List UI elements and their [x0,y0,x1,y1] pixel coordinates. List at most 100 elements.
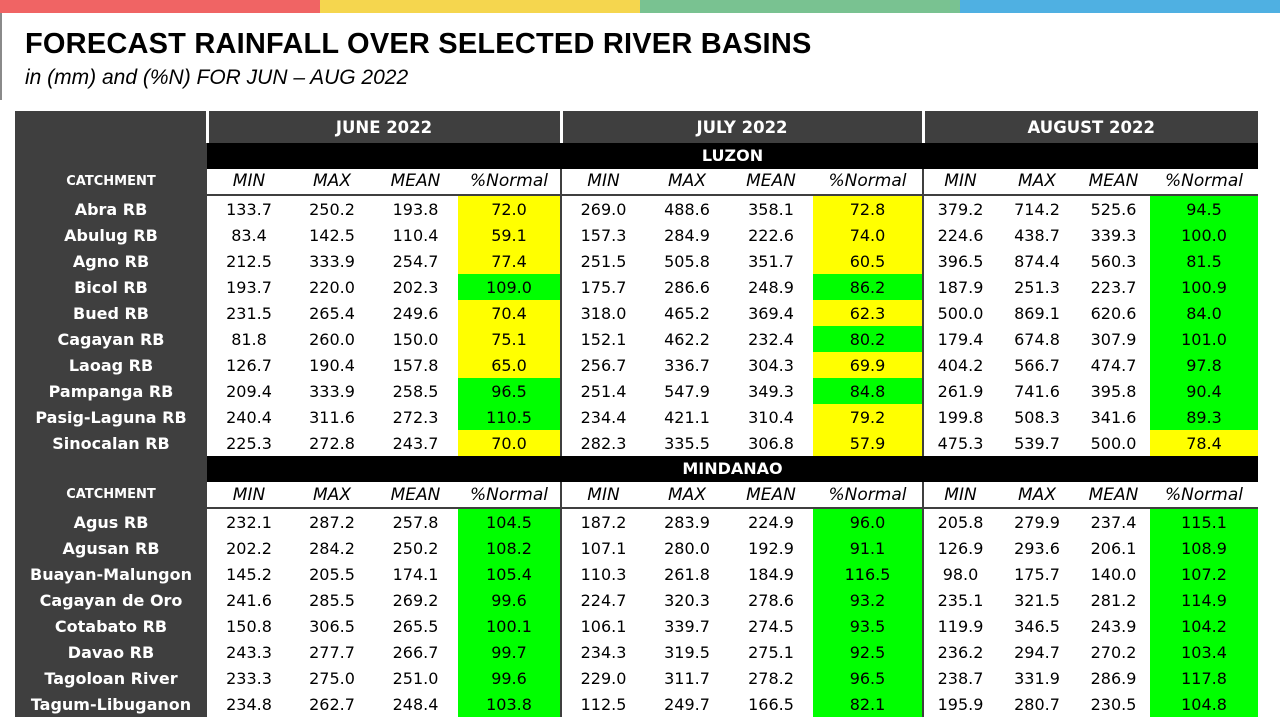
value-cell: 395.8 [1090,381,1137,401]
value-cell: 261.9 [922,378,997,405]
value-cell: 404.2 [922,352,997,379]
catchment-name: Abra RB [15,194,207,223]
value-cell: 202.3 [392,277,439,297]
value-cell: 222.6 [748,225,794,245]
column-header: MAX [997,481,1077,509]
percent-normal-cell: 96.5 [813,665,923,692]
value-cell: 251.4 [560,378,645,405]
column-header: MEAN [373,481,458,509]
value-cell: 346.5 [1014,616,1060,636]
percent-normal-cell: 77.4 [458,248,561,275]
value-cell: 275.1 [748,642,794,662]
value-cell: 193.8 [373,194,458,223]
value-cell: 223.7 [1090,277,1137,297]
percent-normal-cell: 89.3 [1150,404,1258,431]
rainfall-forecast-table: JUNE 2022 JULY 2022 AUGUST 2022 LUZON CATCHM… [15,111,1258,718]
percent-normal-cell: 104.2 [1150,613,1258,640]
percent-normal-cell: 80.2 [813,326,923,353]
percent-normal-cell: 114.9 [1150,587,1258,614]
table-row: Agno RB 212.5 333.9 254.7 77.4 251.5 505.8 351.… [15,248,1258,275]
value-cell: 258.5 [392,381,439,401]
value-cell: 254.7 [392,251,439,271]
value-cell: 311.7 [664,668,710,688]
value-cell: 233.3 [226,668,272,688]
percent-normal-cell: 72.8 [813,194,923,223]
column-header-row: CATCHMENT MIN MAX MEAN %Normal MIN MAX MEAN %Nor… [15,168,1258,196]
top-bar-segment-blue [960,0,1280,13]
value-cell: 280.7 [1014,694,1060,714]
catchment-name: Laoag RB [15,352,207,379]
value-cell: 286.9 [1090,668,1137,688]
catchment-name: Cotabato RB [15,613,207,640]
value-cell: 174.1 [392,564,439,584]
value-cell: 126.7 [226,355,272,375]
percent-normal-cell: 99.6 [458,587,561,614]
value-cell: 421.1 [664,407,710,427]
value-cell: 874.4 [1014,251,1060,271]
value-cell: 474.7 [1090,355,1137,375]
value-cell: 234.3 [560,639,645,666]
column-header: MAX [645,168,729,196]
value-cell: 396.5 [922,248,997,275]
value-cell: 145.2 [226,564,272,584]
table-row: Pasig-Laguna RB 240.4 311.6 272.3 110.5 234.4… [15,404,1258,431]
catchment-name: Tagoloan River [15,665,207,692]
catchment-name: Davao RB [15,639,207,666]
value-cell: 269.0 [560,194,645,223]
value-cell: 119.9 [922,613,997,640]
catchment-name: Cagayan RB [15,326,207,353]
value-cell: 349.3 [748,381,794,401]
catchment-name: Abulug RB [15,222,207,249]
region-spacer-cell [15,143,207,169]
table-row: Cagayan RB 81.8 260.0 150.0 75.1 152.1 462.2 23… [15,326,1258,353]
top-color-bar [0,0,1280,13]
value-cell: 319.5 [664,642,710,662]
value-cell: 339.7 [664,616,710,636]
value-cell: 287.2 [291,507,373,536]
percent-normal-cell: 108.2 [458,535,561,562]
value-cell: 285.5 [309,590,355,610]
column-header: MEAN [373,168,458,196]
column-header: MIN [922,168,997,196]
value-cell: 566.7 [1014,355,1060,375]
value-cell: 306.5 [309,616,355,636]
percent-normal-cell: 99.7 [458,639,561,666]
value-cell: 202.2 [226,538,272,558]
catchment-name: Agusan RB [15,535,207,562]
value-cell: 187.2 [560,507,645,536]
side-rule [0,13,2,100]
value-cell: 674.8 [1014,329,1060,349]
value-cell: 351.7 [748,251,794,271]
top-bar-segment-red [0,0,320,13]
value-cell: 306.8 [748,433,794,453]
value-cell: 272.8 [309,433,355,453]
percent-normal-cell: 93.5 [813,613,923,640]
catchment-name: Agno RB [15,248,207,275]
percent-normal-cell: 104.8 [1150,691,1258,718]
table-row: Cagayan de Oro 241.6 285.5 269.2 99.6 224.7 32… [15,587,1258,614]
value-cell: 175.7 [1014,564,1060,584]
column-header: MAX [291,481,373,509]
percent-normal-cell: 93.2 [813,587,923,614]
value-cell: 235.1 [922,587,997,614]
value-cell: 275.0 [309,668,355,688]
value-cell: 379.2 [922,194,997,223]
column-header: MAX [291,168,373,196]
value-cell: 321.5 [1014,590,1060,610]
value-cell: 251.0 [392,668,439,688]
value-cell: 179.4 [922,326,997,353]
percent-normal-cell: 57.9 [813,430,923,457]
table-row: Agusan RB 202.2 284.2 250.2 108.2 107.1 280.0 1… [15,535,1258,562]
column-header: %Normal [813,168,923,196]
percent-normal-cell: 59.1 [458,222,561,249]
value-cell: 195.9 [922,691,997,718]
value-cell: 257.8 [373,507,458,536]
top-bar-segment-green [640,0,960,13]
value-cell: 250.2 [291,194,373,223]
value-cell: 232.1 [207,507,291,536]
value-cell: 229.0 [560,665,645,692]
value-cell: 157.8 [392,355,439,375]
percent-normal-cell: 105.4 [458,561,561,588]
value-cell: 238.7 [922,665,997,692]
value-cell: 274.5 [748,616,794,636]
